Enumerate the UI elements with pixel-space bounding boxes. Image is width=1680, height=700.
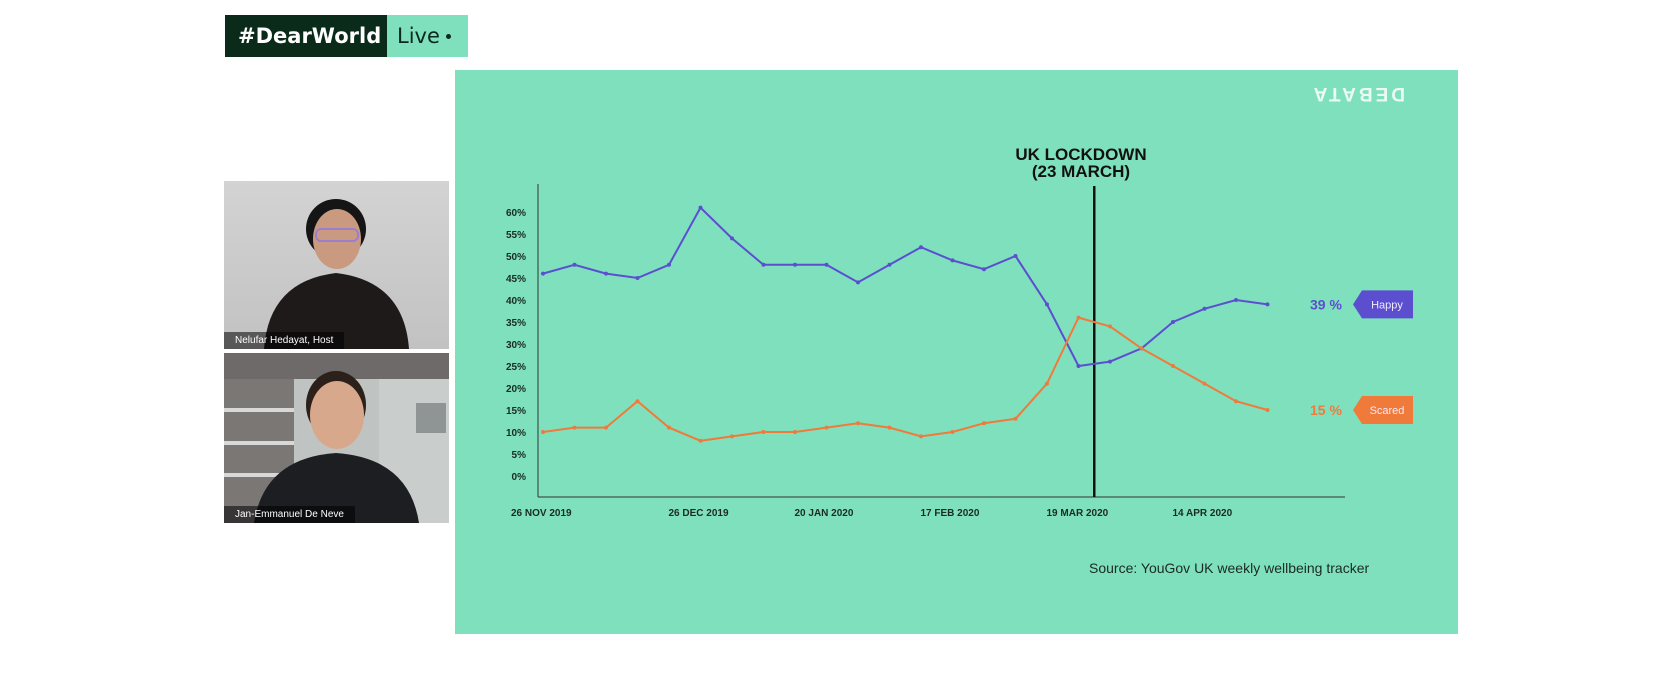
data-point-scared	[667, 425, 671, 430]
y-tick-label: 15%	[506, 406, 526, 417]
data-point-happy	[1265, 302, 1270, 307]
data-point-happy	[793, 262, 797, 267]
brand-title: #DearWorld	[225, 15, 387, 57]
data-point-happy	[698, 205, 703, 210]
series-line-happy	[542, 205, 1268, 368]
series-end-value: 15 %	[1310, 402, 1342, 418]
live-label: Live	[397, 24, 440, 48]
data-point-happy	[1045, 302, 1049, 307]
participant-video-guest[interactable]: Jan-Emmanuel De Neve	[224, 353, 449, 523]
x-tick-label: 14 APR 2020	[1173, 508, 1233, 519]
data-point-happy	[761, 262, 766, 267]
legend-tag-happy	[1353, 290, 1413, 319]
data-point-happy	[1171, 320, 1175, 324]
debate-watermark: DEBATA	[1311, 83, 1405, 104]
data-point-scared	[1202, 381, 1207, 386]
data-point-happy	[824, 262, 829, 267]
host-avatar-icon	[264, 199, 409, 349]
data-point-scared	[950, 430, 955, 434]
live-indicator: Live	[387, 15, 468, 57]
data-point-scared	[1234, 399, 1238, 404]
data-point-scared	[1076, 315, 1081, 320]
data-point-scared	[1108, 324, 1112, 329]
data-point-happy	[1202, 306, 1207, 311]
participant-name-label: Nelufar Hedayat, Host	[224, 332, 345, 349]
data-point-happy	[1234, 298, 1238, 302]
data-point-scared	[824, 425, 829, 430]
lockdown-annotation-line2: (23 MARCH)	[1031, 162, 1131, 181]
data-point-scared	[730, 434, 734, 439]
participant-video-host[interactable]: Nelufar Hedayat, Host	[224, 181, 449, 349]
y-tick-label: 10%	[506, 428, 526, 439]
y-tick-label: 25%	[506, 362, 526, 373]
wellbeing-line-chart: DEBATA 60% 55% 50% 45% 40% 35% 30% 25% 20% 15% 10% 5…	[506, 83, 1413, 519]
legend-label: Happy	[1371, 299, 1403, 311]
data-point-happy	[730, 236, 734, 241]
y-tick-label: 60%	[506, 208, 526, 219]
data-point-scared	[698, 438, 703, 443]
data-point-scared	[572, 425, 577, 430]
data-point-scared	[887, 425, 892, 430]
legend-tag-scared	[1353, 396, 1413, 424]
data-point-happy	[1108, 359, 1112, 364]
data-point-scared	[1013, 416, 1018, 421]
data-point-scared	[541, 430, 545, 434]
series-line-scared	[542, 316, 1268, 442]
y-tick-label: 55%	[506, 230, 526, 241]
chart-source: Source: YouGov UK weekly wellbeing track…	[1089, 560, 1370, 576]
y-tick-label: 40%	[506, 296, 526, 307]
data-point-scared	[1139, 346, 1144, 351]
x-tick-label: 19 MAR 2020	[1047, 508, 1109, 519]
y-tick-label: 50%	[506, 252, 526, 263]
lockdown-annotation-line1: UK LOCKDOWN	[1015, 145, 1147, 164]
data-point-happy	[604, 271, 608, 276]
data-point-happy	[856, 280, 860, 285]
data-point-scared	[793, 430, 797, 434]
data-point-happy	[887, 262, 892, 267]
series-end-value: 39 %	[1310, 296, 1342, 312]
y-tick-label: 45%	[506, 274, 526, 285]
data-point-happy	[541, 271, 545, 276]
data-point-scared	[604, 425, 608, 430]
data-point-happy	[572, 262, 577, 267]
data-point-happy	[1013, 254, 1018, 258]
presentation-slide: DEBATA 60% 55% 50% 45% 40% 35% 30% 25% 20% 15% 10% 5…	[455, 70, 1458, 634]
data-point-happy	[950, 258, 955, 263]
y-tick-label: 0%	[512, 472, 527, 483]
live-dot-icon	[445, 33, 451, 39]
legend-label: Scared	[1370, 405, 1405, 417]
brand-banner: #DearWorld Live	[225, 15, 468, 57]
data-point-scared	[856, 421, 860, 426]
x-tick-label: 20 JAN 2020	[795, 508, 854, 519]
data-point-scared	[761, 430, 766, 434]
lockdown-annotation: UK LOCKDOWN (23 MARCH)	[1001, 146, 1161, 180]
guest-avatar-icon	[224, 353, 449, 523]
data-point-happy	[667, 262, 671, 267]
participant-name-label: Jan-Emmanuel De Neve	[224, 506, 355, 523]
y-tick-label: 30%	[506, 340, 526, 351]
x-tick-label: 26 DEC 2019	[669, 508, 729, 519]
data-point-happy	[635, 276, 640, 280]
data-point-scared	[1265, 408, 1270, 412]
y-tick-label: 20%	[506, 384, 526, 395]
data-point-scared	[635, 399, 640, 404]
y-tick-label: 35%	[506, 318, 526, 329]
x-tick-label: 26 NOV 2019	[511, 508, 572, 519]
data-point-happy	[1076, 364, 1081, 368]
data-point-happy	[982, 267, 986, 272]
data-point-scared	[919, 434, 923, 439]
y-tick-label: 5%	[512, 450, 527, 461]
data-point-scared	[1171, 364, 1175, 368]
data-point-happy	[919, 245, 923, 250]
data-point-scared	[982, 421, 986, 426]
data-point-scared	[1045, 381, 1049, 386]
x-tick-label: 17 FEB 2020	[921, 508, 980, 519]
